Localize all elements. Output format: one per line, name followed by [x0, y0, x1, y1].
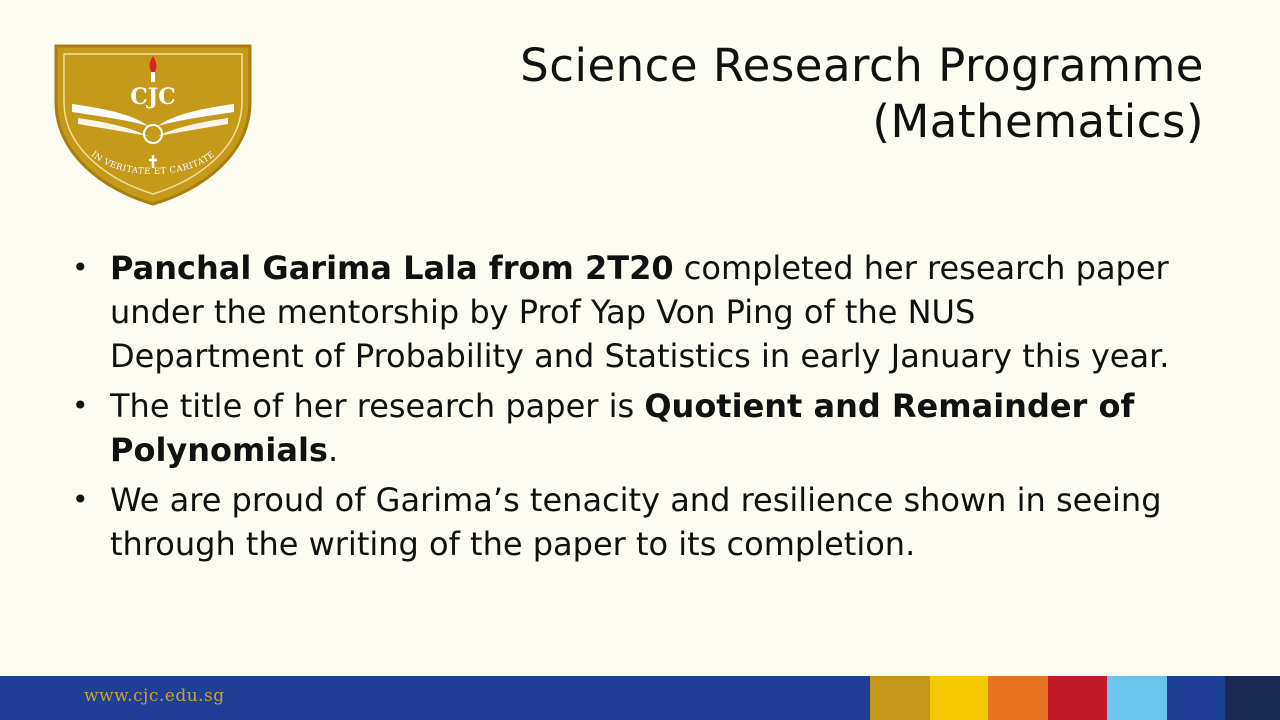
bullet-2-text: The title of her research paper is [110, 387, 645, 425]
title-line-1: Science Research Programme [520, 39, 1204, 92]
footer-bar: www.cjc.edu.sg [0, 676, 1280, 720]
color-strip-yellow [930, 676, 988, 720]
bullet-marker: • [72, 389, 89, 422]
logo-text: CJC [130, 84, 175, 110]
slide-title: Science Research Programme (Mathematics) [384, 38, 1204, 150]
cross-icon [149, 155, 157, 168]
color-strip-navy [1225, 676, 1280, 720]
footer-url: www.cjc.edu.sg [84, 686, 225, 706]
bullet-item-3: • We are proud of Garima’s tenacity and … [68, 478, 1178, 566]
title-line-2: (Mathematics) [872, 95, 1204, 148]
bullet-item-2: • The title of her research paper is Quo… [68, 384, 1178, 472]
color-strip-lightblue [1107, 676, 1167, 720]
student-name-class: Panchal Garima Lala from 2T20 [110, 249, 674, 287]
cjc-crest-logo: CJC IN VERITATE ET CARITATE [54, 44, 252, 206]
bullet-2-end: . [327, 431, 339, 469]
flame-icon [149, 56, 157, 74]
bullet-list: • Panchal Garima Lala from 2T20 complete… [68, 246, 1178, 572]
color-strip-blue [1167, 676, 1225, 720]
color-strip-orange [988, 676, 1048, 720]
bullet-3-text: We are proud of Garima’s tenacity and re… [110, 481, 1162, 563]
color-strip-red [1048, 676, 1107, 720]
bullet-marker: • [72, 483, 89, 516]
color-strip-gold [870, 676, 930, 720]
bullet-1-text: completed her research paper under the m… [110, 249, 1170, 375]
paper-title: Quotient and Remainder of Polynomials [110, 387, 1135, 469]
bullet-item-1: • Panchal Garima Lala from 2T20 complete… [68, 246, 1178, 378]
bullet-marker: • [72, 251, 89, 284]
